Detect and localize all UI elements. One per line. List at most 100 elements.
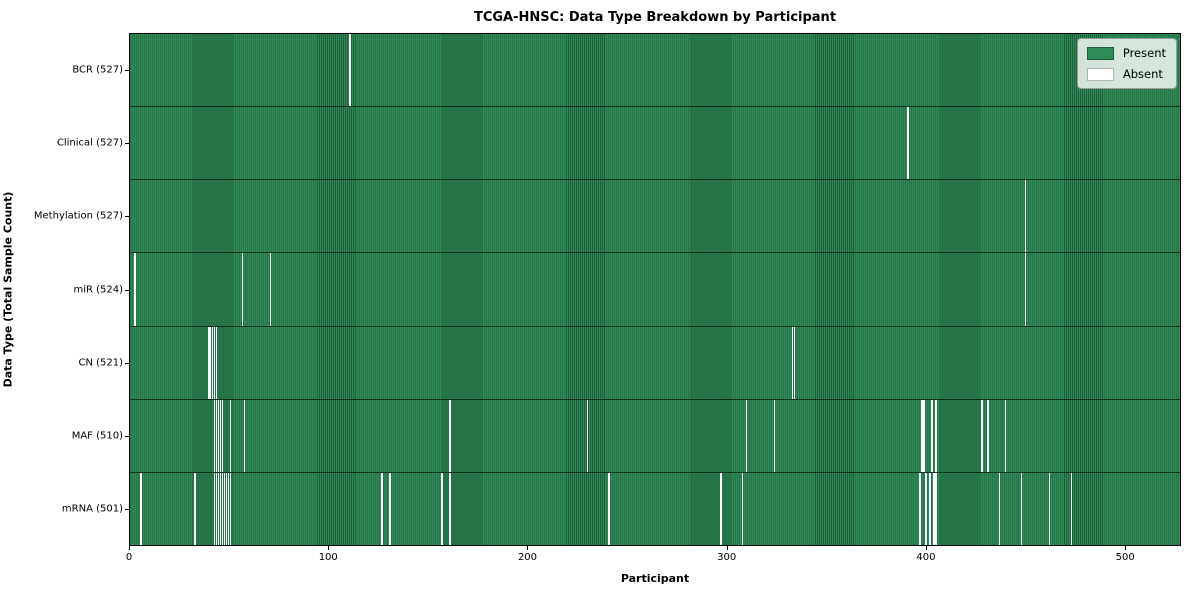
absent-gap (229, 472, 232, 545)
absent-gap (935, 399, 937, 472)
x-tick-label: 100 (318, 552, 338, 563)
x-axis-label: Participant (620, 572, 690, 585)
absent-gap (981, 399, 983, 472)
y-tick-mark (125, 216, 129, 218)
absent-gap (223, 472, 226, 545)
absent-gap (1004, 399, 1007, 472)
absent-gap (998, 472, 1001, 545)
absent-gap (229, 399, 232, 472)
absent-gap (925, 472, 927, 545)
absent-gap (211, 326, 214, 399)
absent-gap (935, 472, 937, 545)
absent-gap (1048, 472, 1051, 545)
x-tick-mark (1125, 546, 1127, 550)
legend-entry-present: Present (1086, 46, 1166, 60)
y-tick-label-CN: CN (521) (78, 357, 123, 369)
absent-gap (793, 326, 796, 399)
absent-gap (389, 472, 391, 545)
absent-gap (213, 472, 216, 545)
absent-gap (213, 399, 216, 472)
y-tick-mark (125, 289, 129, 291)
absent-gap (140, 472, 142, 545)
x-tick-mark (925, 546, 927, 550)
y-tick-label-mRNA: mRNA (501) (61, 503, 123, 515)
y-axis-label: Data Type (Total Sample Count) (1, 191, 15, 388)
plot-area: Present Absent (129, 33, 1181, 546)
y-tick-label-Clinical: Clinical (527) (56, 137, 123, 149)
data-rows (130, 34, 1180, 545)
absent-gap (349, 34, 351, 107)
absent-gap (208, 326, 210, 399)
absent-gap (134, 253, 136, 326)
y-tick-label-BCR: BCR (527) (72, 64, 123, 76)
absent-gap (219, 472, 222, 545)
y-tick-label-miR: miR (524) (73, 284, 123, 295)
absent-gap (243, 399, 246, 472)
y-tick-mark (125, 509, 129, 511)
y-tick-mark (125, 69, 129, 71)
x-tick-label: 400 (916, 552, 936, 563)
absent-gap (1020, 472, 1023, 545)
x-tick-mark (129, 546, 130, 550)
absent-gap (221, 399, 224, 472)
absent-gap (241, 253, 244, 326)
absent-gap (215, 472, 218, 545)
y-tick-mark (125, 362, 129, 364)
absent-gap (449, 399, 451, 472)
absent-gap (381, 472, 383, 545)
row-MAF (130, 399, 1180, 473)
chart-title: TCGA-HNSC: Data Type Breakdown by Partic… (473, 10, 837, 25)
absent-gap (923, 399, 925, 472)
x-tick-mark (328, 546, 330, 550)
absent-gap (209, 326, 212, 399)
absent-gap (720, 472, 722, 545)
absent-gap (215, 326, 218, 399)
y-tick-mark (125, 142, 129, 144)
absent-gap (1070, 472, 1073, 545)
legend-entry-absent: Absent (1086, 67, 1166, 81)
x-tick-label: 500 (1115, 552, 1135, 563)
legend-absent-swatch (1086, 67, 1114, 81)
absent-gap (217, 472, 220, 545)
absent-gap (217, 399, 220, 472)
absent-gap (213, 326, 216, 399)
absent-gap (449, 472, 451, 545)
absent-gap (269, 253, 272, 326)
x-tick-label: 0 (125, 552, 133, 563)
absent-gap (745, 399, 748, 472)
legend-absent-label: Absent (1122, 67, 1163, 81)
absent-gap (921, 399, 923, 472)
y-tick-label-Methylation: Methylation (527) (33, 210, 123, 222)
row-Methylation (130, 180, 1180, 254)
absent-gap (987, 399, 989, 472)
row-BCR (130, 34, 1180, 108)
legend-present-label: Present (1122, 46, 1166, 60)
x-tick-mark (726, 546, 728, 550)
absent-gap (919, 472, 921, 545)
row-mRNA (130, 472, 1180, 545)
x-tick-label: 300 (717, 552, 737, 563)
absent-gap (1024, 180, 1027, 253)
row-Clinical (130, 107, 1180, 181)
absent-gap (215, 399, 218, 472)
absent-gap (221, 472, 224, 545)
absent-gap (933, 472, 935, 545)
row-CN (130, 326, 1180, 400)
row-miR (130, 253, 1180, 327)
absent-gap (773, 399, 776, 472)
absent-gap (1024, 253, 1027, 326)
absent-gap (608, 472, 610, 545)
absent-gap (791, 326, 794, 399)
x-tick-mark (527, 546, 529, 550)
absent-gap (194, 472, 196, 545)
x-tick-label: 200 (517, 552, 538, 563)
absent-gap (586, 399, 589, 472)
absent-gap (227, 472, 230, 545)
absent-gap (441, 472, 443, 545)
y-tick-mark (125, 436, 129, 438)
absent-gap (907, 107, 909, 180)
absent-gap (929, 472, 931, 545)
absent-gap (741, 472, 744, 545)
absent-gap (931, 399, 933, 472)
